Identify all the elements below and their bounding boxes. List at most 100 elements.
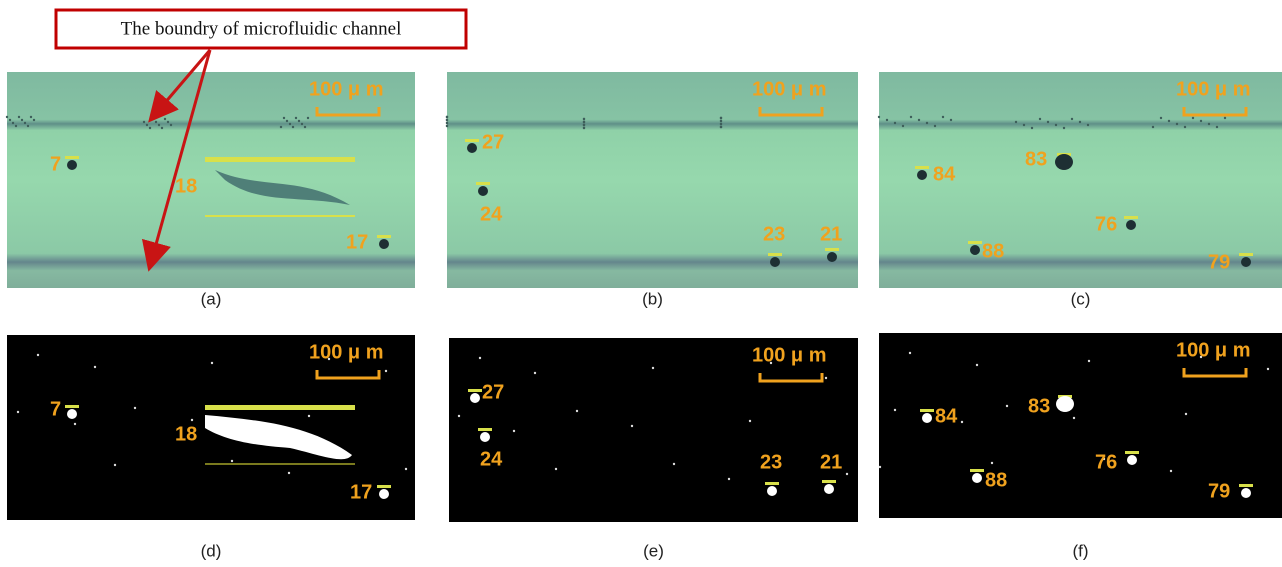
bounding-line	[765, 482, 779, 485]
speck	[1267, 368, 1269, 370]
bounding-line	[205, 463, 355, 465]
debris	[583, 118, 585, 120]
scale-bar-label: 100 μ m	[309, 78, 384, 100]
debris	[146, 124, 148, 126]
particle	[1056, 396, 1074, 412]
debris	[950, 119, 952, 121]
debris	[446, 125, 448, 127]
debris	[1039, 118, 1041, 120]
debris	[27, 125, 29, 127]
bounding-line	[915, 166, 929, 169]
speck	[555, 468, 557, 470]
debris	[1216, 126, 1218, 128]
particle	[922, 413, 932, 423]
speck	[94, 366, 96, 368]
debris	[304, 126, 306, 128]
speck	[405, 468, 407, 470]
annotation: The boundry of microfluidic channel	[121, 18, 402, 39]
speck	[631, 425, 633, 427]
bounding-line	[465, 139, 479, 142]
debris	[1023, 124, 1025, 126]
particle	[1241, 257, 1251, 267]
bounding-line	[377, 235, 391, 238]
speck	[1006, 405, 1008, 407]
debris	[1200, 120, 1202, 122]
debris	[24, 122, 26, 124]
bounding-line	[205, 157, 355, 162]
debris	[1031, 127, 1033, 129]
particle	[970, 245, 980, 255]
debris	[942, 116, 944, 118]
speck	[191, 419, 193, 421]
speck	[211, 362, 213, 364]
bounding-line	[825, 248, 839, 251]
speck	[909, 352, 911, 354]
scale-bar-label: 100 μ m	[1176, 339, 1251, 361]
speck	[288, 472, 290, 474]
panel-caption: (f)	[1072, 541, 1088, 560]
particle-label: 23	[763, 223, 785, 245]
particle-label: 84	[935, 405, 958, 427]
bounding-line	[822, 480, 836, 483]
speck	[825, 377, 827, 379]
debris	[910, 116, 912, 118]
figure: 100 μ m(a)71817100 μ m(b)27242321100 μ m…	[0, 0, 1282, 567]
debris	[934, 125, 936, 127]
bounding-line	[968, 241, 982, 244]
debris	[161, 127, 163, 129]
micrograph	[7, 72, 415, 288]
bounding-line	[1239, 253, 1253, 256]
particle	[1127, 455, 1137, 465]
particle	[770, 257, 780, 267]
debris	[1160, 117, 1162, 119]
particle-label: 76	[1095, 451, 1117, 473]
debris	[886, 119, 888, 121]
debris	[286, 120, 288, 122]
speck	[1073, 417, 1075, 419]
particle-label: 88	[985, 469, 1007, 491]
bounding-line	[65, 156, 79, 159]
panel-caption: (e)	[643, 541, 664, 560]
particle-label: 27	[482, 131, 504, 153]
speck	[894, 409, 896, 411]
debris	[926, 122, 928, 124]
particle-label: 17	[346, 231, 368, 253]
debris	[30, 116, 32, 118]
particle	[917, 170, 927, 180]
bounding-line	[478, 428, 492, 431]
particle-label: 21	[820, 451, 842, 473]
speck	[37, 354, 39, 356]
particle-label: 24	[480, 448, 503, 470]
debris	[301, 123, 303, 125]
debris	[1152, 126, 1154, 128]
speck	[114, 464, 116, 466]
debris	[12, 122, 14, 124]
speck	[385, 370, 387, 372]
debris	[1015, 121, 1017, 123]
debris	[6, 116, 8, 118]
debris	[446, 122, 448, 124]
speck	[879, 466, 881, 468]
micrograph	[447, 72, 858, 288]
particle-label: 24	[480, 203, 503, 225]
speck	[576, 410, 578, 412]
particle	[67, 160, 77, 170]
panel: 100 μ m(e)27242321	[449, 338, 858, 560]
debris	[292, 126, 294, 128]
debris	[1176, 123, 1178, 125]
particle	[1241, 488, 1251, 498]
particle	[824, 484, 834, 494]
speck	[458, 415, 460, 417]
panel-caption: (b)	[642, 289, 663, 308]
particle	[467, 143, 477, 153]
particle-label: 27	[482, 381, 504, 403]
debris	[21, 119, 23, 121]
bounding-line	[468, 389, 482, 392]
debris	[720, 120, 722, 122]
debris	[1063, 127, 1065, 129]
particle-label: 18	[175, 423, 197, 445]
debris	[1208, 123, 1210, 125]
